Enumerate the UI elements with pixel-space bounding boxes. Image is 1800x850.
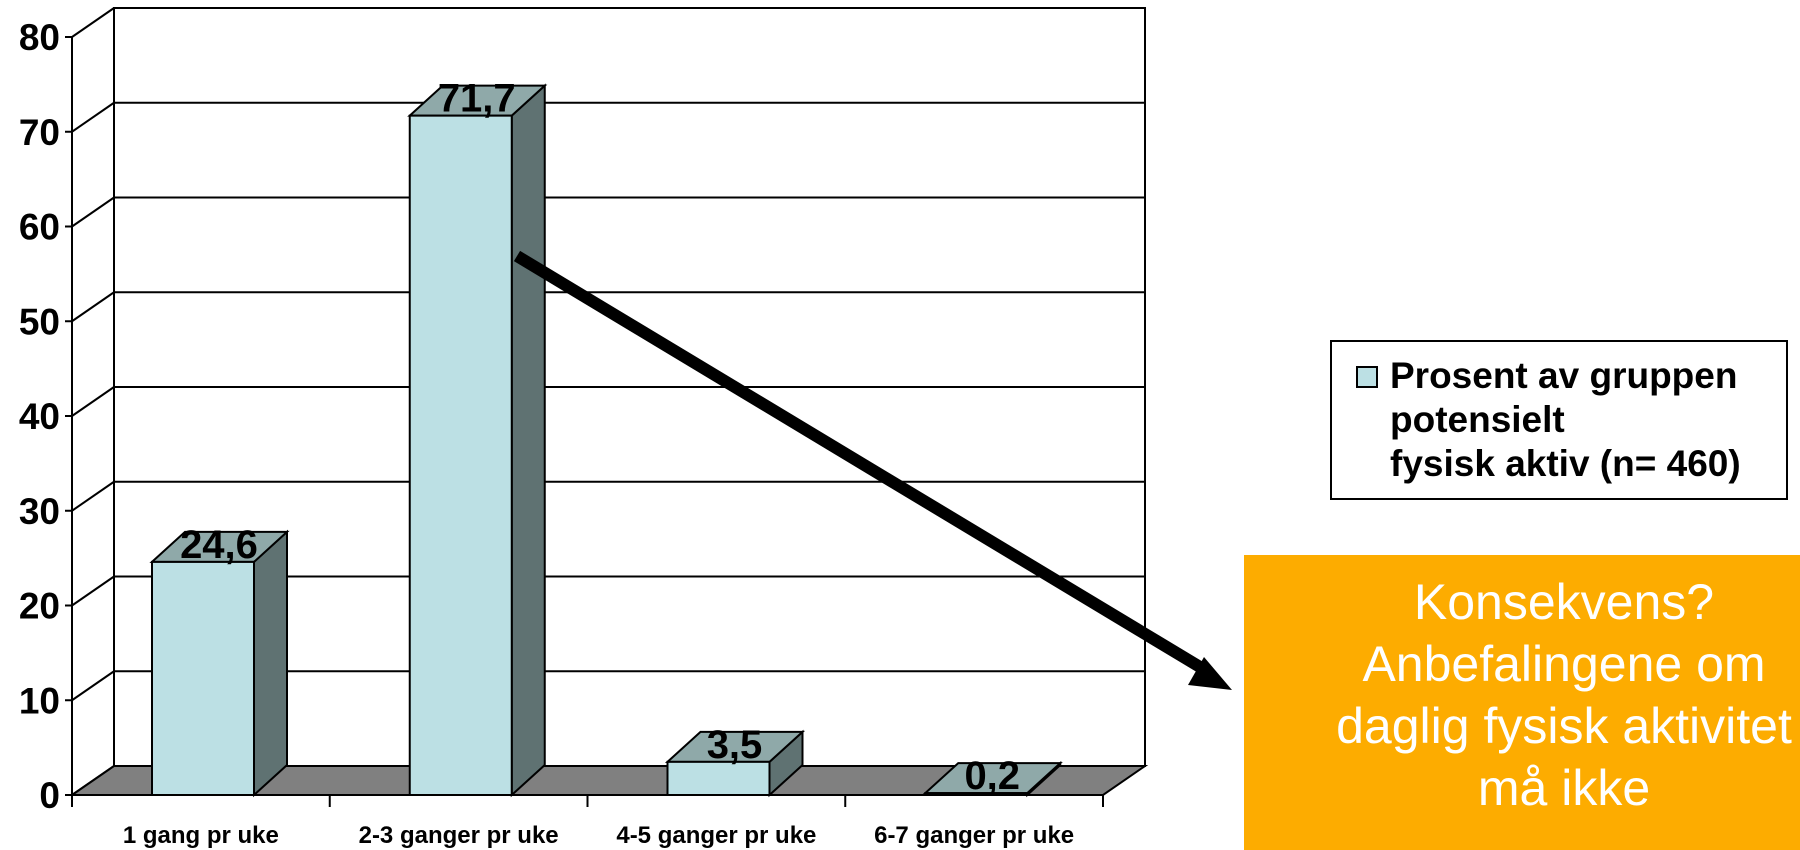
callout-box: Konsekvens? Anbefalingene om daglig fysi… [1244, 555, 1800, 850]
y-tick-label: 60 [19, 207, 60, 248]
y-tick-label: 10 [19, 680, 60, 721]
y-tick-label: 30 [19, 491, 60, 532]
x-tick-label: 4-5 ganger pr uke [616, 822, 816, 849]
y-tick-label: 70 [19, 112, 60, 153]
bar [408, 114, 513, 796]
bar [151, 560, 255, 796]
chart-legend: Prosent av gruppen potensielt fysisk akt… [1330, 340, 1788, 500]
side-wall-line [71, 291, 115, 323]
y-tick-label: 50 [19, 301, 60, 342]
legend-swatch [1356, 366, 1378, 388]
bar [666, 760, 771, 797]
side-wall-line [71, 575, 115, 607]
x-tick-label: 2-3 ganger pr uke [359, 822, 559, 849]
side-wall-line [71, 7, 115, 38]
callout-text: Konsekvens? Anbefalingene om daglig fysi… [1336, 574, 1792, 816]
y-tick-label: 40 [19, 396, 60, 437]
side-wall-line [71, 480, 115, 512]
y-tick-label: 80 [19, 17, 60, 58]
side-wall-line [71, 386, 115, 417]
bar-side [510, 83, 546, 798]
legend-label: Prosent av gruppen potensielt fysisk akt… [1390, 355, 1741, 484]
data-label: 3,5 [707, 723, 763, 767]
arrow-line [513, 250, 1209, 676]
y-tick-label: 0 [39, 775, 60, 816]
arrow-head [1188, 657, 1232, 690]
bar-side [253, 529, 288, 798]
side-wall-line [71, 196, 115, 228]
x-tick-label: 1 gang pr uke [123, 822, 279, 849]
data-label: 71,7 [438, 77, 516, 121]
side-wall-line [71, 670, 115, 702]
x-tick-label: 6-7 ganger pr uke [874, 822, 1074, 849]
side-wall-line [71, 101, 115, 133]
data-label: 24,6 [180, 523, 258, 567]
y-tick-label: 20 [19, 586, 60, 627]
data-label: 0,2 [964, 754, 1020, 798]
